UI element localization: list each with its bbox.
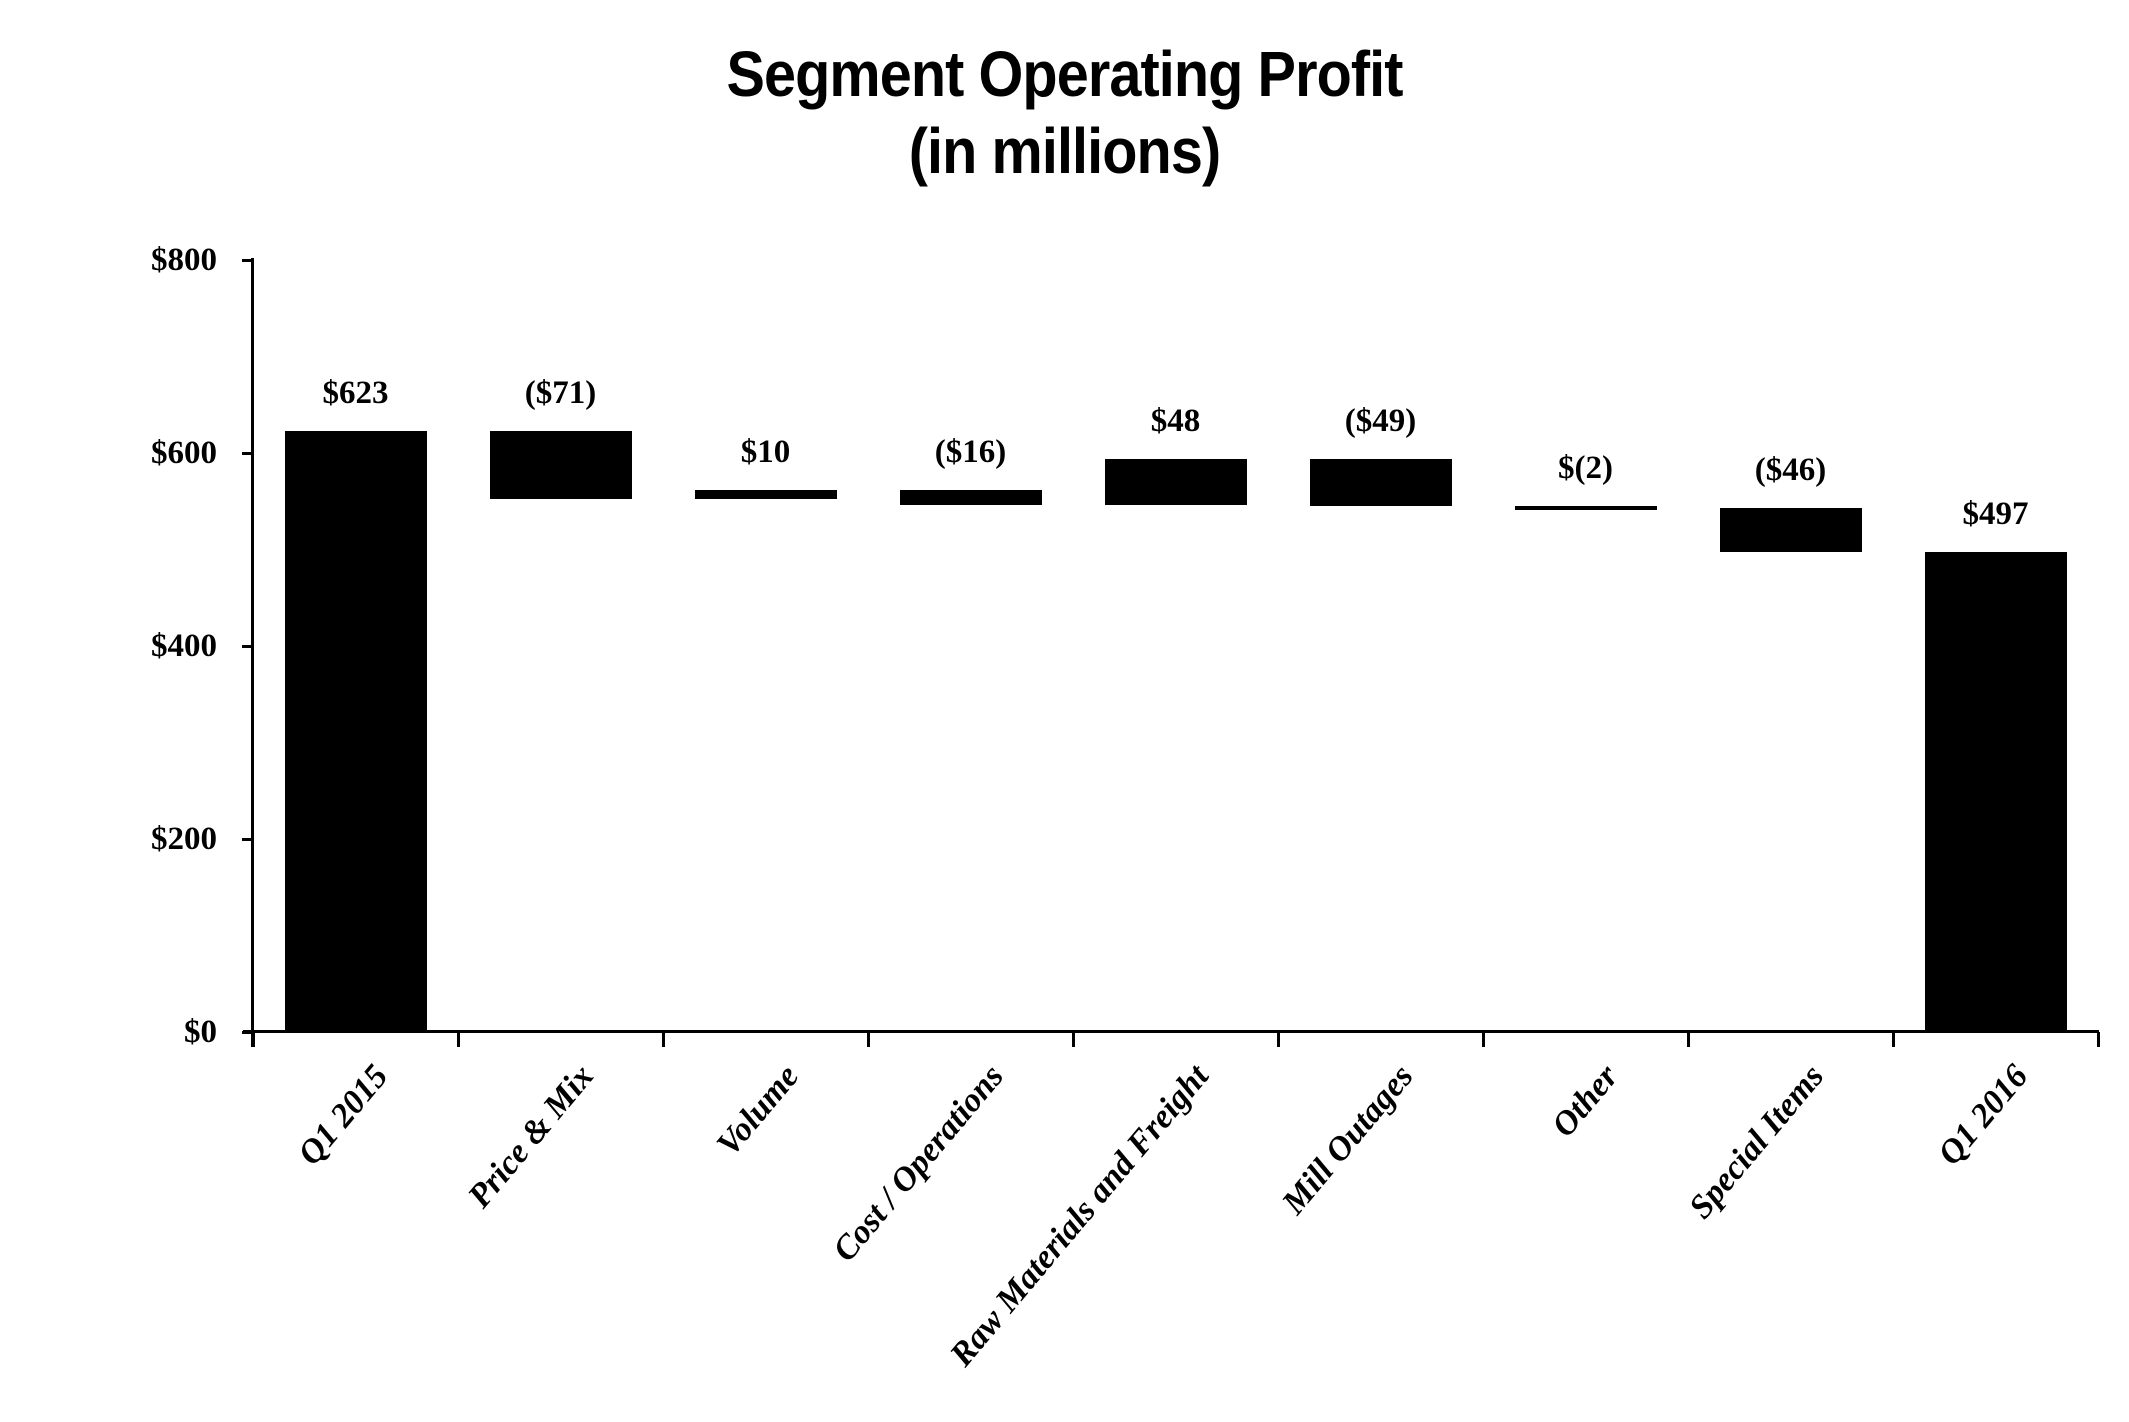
bar-special-items [1719,508,1862,553]
bar-value-label-price-mix: ($71) [524,374,597,411]
bar-q1-2016 [1924,552,2067,1032]
x-axis-label-mill-outages: Mill Outages [1275,1058,1421,1222]
x-axis-label-cost-operations: Cost / Operations [825,1058,1011,1269]
y-tick-label-800: $800 [151,242,217,278]
x-axis-tick [1071,1032,1075,1047]
bar-mill-outages [1309,458,1452,507]
y-tick-label-200: $200 [151,821,217,857]
x-axis-label-special-items: Special Items [1681,1058,1831,1226]
bar-value-label-q1-2016: $497 [1962,496,2029,533]
y-axis-tick [242,644,253,648]
chart-title-line1: Segment Operating Profit [726,38,1403,110]
x-axis-tick [1481,1032,1485,1047]
bar-value-label-raw-materials-and-freight: $48 [1150,402,1201,439]
bar-value-label-other: $(2) [1558,450,1613,487]
y-tick-label-0: $0 [184,1014,217,1050]
x-axis-label-volume: Volume [709,1058,806,1163]
x-axis-label-q1-2015: Q1 2015 [291,1058,396,1173]
y-axis-tick [242,451,253,455]
x-axis-tick [2096,1032,2100,1047]
x-axis-label-other: Other [1545,1058,1626,1145]
bar-value-label-volume: $10 [740,433,791,470]
bar-cost-operations [899,489,1042,506]
bar-q1-2015 [284,430,427,1032]
bar-other [1514,506,1657,511]
y-tick-label-400: $400 [151,628,217,664]
bar-raw-materials-and-freight [1104,458,1247,506]
chart-title: Segment Operating Profit (in millions) [106,36,2022,190]
chart-title-line2: (in millions) [908,114,1221,187]
y-tick-label-600: $600 [151,435,217,471]
bar-price-mix [489,430,632,500]
x-axis-tick [661,1032,665,1047]
x-axis-tick [456,1032,460,1047]
y-axis-line [251,258,254,1047]
x-axis-label-q1-2016: Q1 2016 [1931,1058,2036,1173]
bar-value-label-mill-outages: ($49) [1344,402,1417,439]
y-axis-tick [242,837,253,841]
bar-value-label-special-items: ($46) [1754,452,1827,488]
x-axis-tick [1686,1032,1690,1047]
x-axis-line [243,1030,2099,1033]
bar-value-label-cost-operations: ($16) [934,433,1007,470]
bar-volume [694,489,837,500]
y-axis-tick [242,258,253,262]
y-axis-tick [242,1030,253,1034]
x-axis-tick [1891,1032,1895,1047]
x-axis-tick [1276,1032,1280,1047]
x-axis-tick [251,1032,255,1047]
x-axis-tick [866,1032,870,1047]
bar-value-label-q1-2015: $623 [322,374,389,411]
x-axis-label-price-mix: Price & Mix [460,1058,601,1215]
